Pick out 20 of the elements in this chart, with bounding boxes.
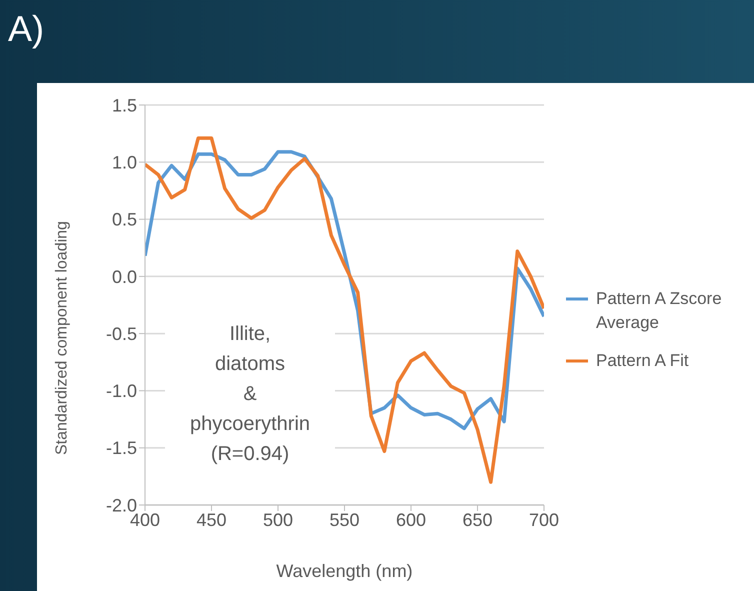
y-tick-label: -0.5 [106,324,137,344]
chart-title: A) [8,8,44,50]
y-tick-label: 0.5 [112,210,137,230]
x-tick-label: 650 [462,510,493,530]
x-tick-label: 550 [329,510,360,530]
y-axis-title: Standardized component loading [54,221,71,455]
x-axis-title: Wavelength (nm) [276,561,413,581]
y-tick-label: -1.5 [106,438,137,458]
y-tick-label: 1.5 [112,95,137,116]
y-tick-label: 1.0 [112,152,137,173]
line-series [145,136,544,484]
x-tick-label: 600 [396,510,426,530]
annotation: Illite, diatoms & phycoerythrin (R=0.94) [165,319,335,469]
legend-label: Pattern A Fit [596,350,690,372]
legend-label: Pattern A Zscore Average [596,288,723,334]
x-tick-label: 500 [262,510,294,530]
x-tick-label: 450 [196,510,227,530]
y-tick-label: -1.0 [106,381,137,402]
y-tick-label: 0.0 [112,266,137,287]
x-tick-label: 700 [528,510,560,530]
